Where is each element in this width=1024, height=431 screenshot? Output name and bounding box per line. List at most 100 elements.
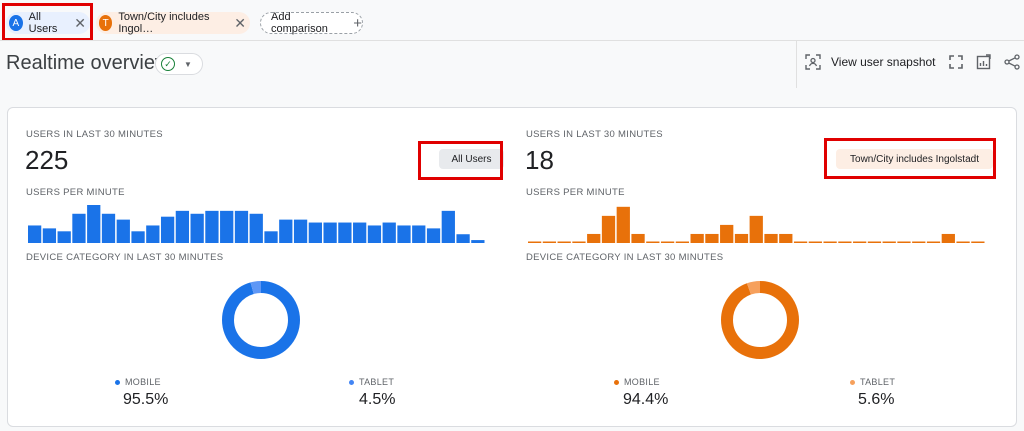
divider — [0, 40, 1024, 41]
device-category-label: DEVICE CATEGORY IN LAST 30 MINUTES — [26, 252, 224, 263]
bar — [572, 241, 586, 243]
bar — [205, 210, 219, 243]
bar — [471, 240, 485, 243]
bar — [956, 241, 970, 243]
bar — [587, 233, 601, 243]
bar — [175, 210, 190, 243]
close-icon[interactable]: ✕ — [74, 15, 86, 31]
highlight-box — [824, 138, 996, 179]
bar — [793, 241, 808, 243]
comparison-chip-all-users[interactable]: A All Users ✕ — [6, 11, 90, 35]
bar — [338, 222, 352, 243]
highlight-box — [2, 3, 93, 41]
bar — [808, 241, 822, 243]
bar — [323, 222, 337, 243]
legend-label: TABLET — [860, 377, 896, 387]
tablet-percent: 4.5% — [359, 391, 396, 408]
view-user-snapshot-button[interactable]: View user snapshot — [805, 54, 936, 70]
bar — [705, 233, 719, 243]
bar — [528, 241, 542, 243]
status-dropdown[interactable]: ✓ ▼ — [155, 53, 203, 75]
bar — [146, 225, 160, 243]
user-snapshot-icon — [805, 54, 821, 70]
add-comparison-button[interactable]: Add comparison + — [260, 11, 363, 35]
donut-slice-mobile — [222, 281, 300, 359]
donut-slice-tablet — [222, 281, 300, 359]
bar — [28, 225, 42, 243]
fullscreen-icon[interactable] — [948, 54, 964, 70]
bar — [823, 241, 837, 243]
mobile-percent: 95.5% — [123, 391, 169, 408]
segment-badge: Town/City includes Ingolstadt — [836, 149, 993, 169]
device-category-label: DEVICE CATEGORY IN LAST 30 MINUTES — [526, 252, 724, 263]
bar — [749, 215, 763, 243]
users-per-minute-chart — [528, 206, 985, 243]
panel-all-users: USERS IN LAST 30 MINUTES 225 All Users U… — [25, 108, 516, 428]
legend-dot — [850, 379, 855, 385]
segment-avatar: A — [9, 15, 23, 31]
bar — [279, 219, 293, 243]
bar — [838, 241, 852, 243]
comparison-chip-town[interactable]: T Town/City includes Ingol… ✕ — [96, 11, 250, 35]
divider — [796, 40, 797, 88]
bar — [116, 219, 130, 243]
bar — [101, 213, 116, 243]
realtime-card: USERS IN LAST 30 MINUTES 225 All Users U… — [7, 107, 1017, 427]
bar — [897, 241, 911, 243]
bar — [441, 210, 455, 243]
donut-slice-mobile — [721, 281, 799, 359]
bar — [557, 241, 571, 243]
chevron-down-icon: ▼ — [184, 59, 192, 69]
bar — [353, 222, 367, 243]
share-icon[interactable] — [1004, 54, 1020, 70]
bar — [220, 210, 234, 243]
customize-report-icon[interactable] — [976, 54, 992, 70]
bar — [456, 234, 470, 243]
plus-icon: + — [353, 14, 362, 32]
legend-dot — [614, 379, 619, 385]
bar — [293, 219, 308, 243]
bar — [131, 231, 145, 243]
bar — [160, 216, 175, 243]
bar — [542, 241, 557, 243]
bar — [941, 233, 955, 243]
bar — [42, 228, 57, 243]
legend-dot — [349, 379, 354, 385]
bar — [249, 213, 263, 243]
bar — [971, 241, 985, 243]
device-donut-chart — [222, 281, 300, 359]
users-per-minute-chart — [28, 205, 485, 243]
close-icon[interactable]: ✕ — [234, 15, 246, 31]
tablet-percent: 5.6% — [858, 391, 895, 408]
bar — [412, 225, 426, 243]
legend-label: MOBILE — [125, 377, 161, 387]
legend-dot — [115, 379, 120, 385]
bar — [367, 225, 382, 243]
highlight-box — [418, 141, 503, 180]
bar — [616, 206, 630, 243]
bar — [660, 241, 675, 243]
users-last-30-label: USERS IN LAST 30 MINUTES — [26, 129, 163, 140]
bar — [720, 224, 734, 243]
users-count: 225 — [25, 145, 69, 175]
bar — [734, 233, 749, 243]
comparison-bar: A All Users ✕ T Town/City includes Ingol… — [0, 0, 1024, 44]
check-circle-icon: ✓ — [161, 57, 175, 71]
bar — [57, 231, 71, 243]
device-donut-chart — [721, 281, 799, 359]
bar — [882, 241, 896, 243]
legend-tablet: TABLET — [850, 377, 895, 387]
bar — [72, 213, 86, 243]
users-per-minute-label: USERS PER MINUTE — [526, 187, 625, 198]
legend-mobile: MOBILE — [115, 377, 161, 387]
bar — [764, 233, 778, 243]
legend-label: MOBILE — [624, 377, 660, 387]
bar — [779, 233, 793, 243]
bar — [234, 210, 249, 243]
bar — [190, 213, 204, 243]
view-user-snapshot-label: View user snapshot — [831, 55, 936, 69]
panel-town-city: USERS IN LAST 30 MINUTES 18 Town/City in… — [525, 108, 1016, 428]
bar — [382, 222, 396, 243]
legend-label: TABLET — [359, 377, 395, 387]
bar — [867, 241, 882, 243]
